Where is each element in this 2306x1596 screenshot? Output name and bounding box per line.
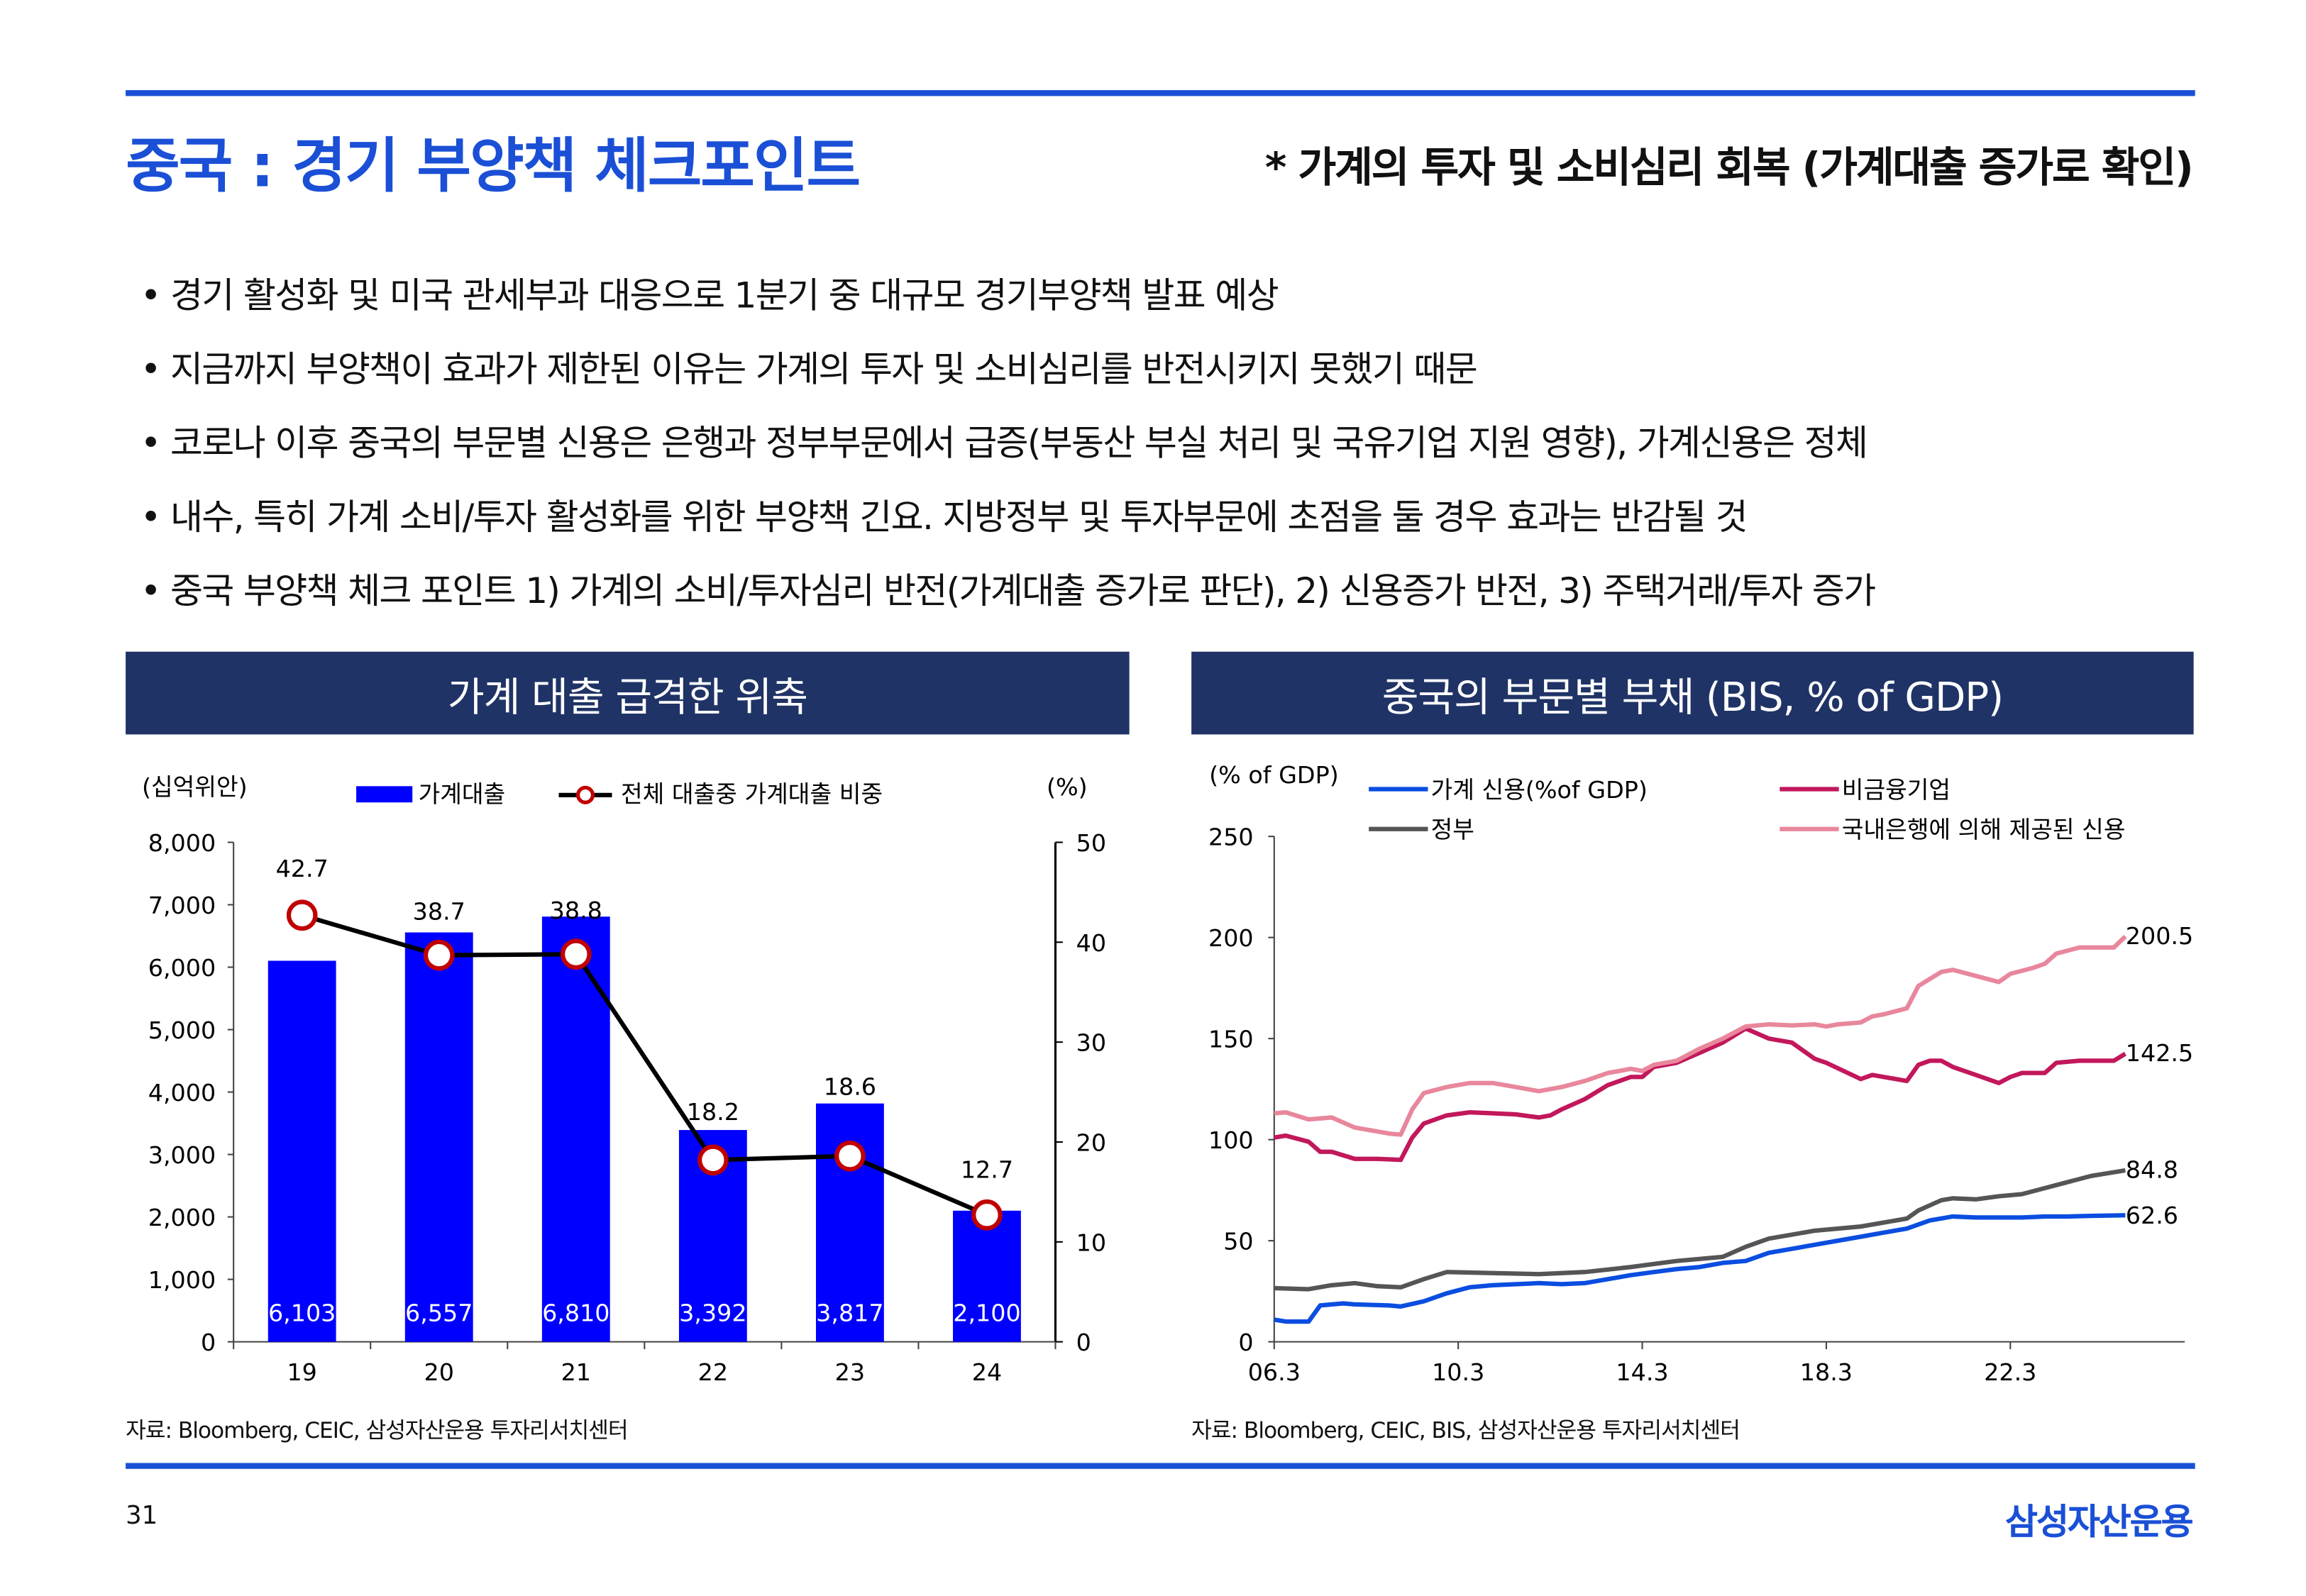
right-chart-title: 중국의 부문별 부채 (BIS, % of GDP): [1191, 651, 2194, 735]
x-tick-label: 14.3: [1616, 1358, 1668, 1386]
share-point: [286, 899, 318, 931]
bullet-item: • 코로나 이후 중국의 부문별 신용은 은행과 정부부문에서 급증(부동산 부…: [140, 422, 1868, 465]
page-title: 중국 : 경기 부양책 체크포인트: [126, 133, 861, 201]
y-tick-label: 4,000: [148, 1079, 216, 1107]
x-tick-label: 19: [287, 1358, 316, 1386]
x-tick-label: 22: [698, 1358, 728, 1386]
series-line: [1274, 1026, 2126, 1163]
bar-value-label: 6,557: [405, 1299, 473, 1326]
share-value-label: 18.6: [824, 1073, 876, 1101]
share-point: [560, 938, 592, 970]
bar-value-label: 3,817: [816, 1299, 883, 1326]
bar-value-label: 3,392: [679, 1299, 746, 1326]
share-value-label: 42.7: [276, 855, 329, 882]
bar-value-label: 6,103: [268, 1299, 336, 1326]
legend-bar-label: 가계대출: [419, 780, 506, 808]
bar-household-loans: [953, 1210, 1021, 1342]
share-line: [301, 913, 988, 1217]
right-chart-source: 자료: Bloomberg, CEIC, BIS, 삼성자산운용 투자리서치센터: [1191, 1417, 1740, 1444]
y-tick-label: 50: [1223, 1228, 1253, 1256]
bar-household-loans: [541, 916, 610, 1342]
y2-tick-label: 40: [1076, 929, 1106, 957]
y-tick-label: 5,000: [148, 1016, 216, 1044]
x-tick-label: 18.3: [1800, 1358, 1853, 1386]
y2-tick-label: 50: [1076, 829, 1106, 857]
series-line: [1274, 1168, 2126, 1292]
x-tick-label: 23: [835, 1358, 865, 1386]
legend-label: 국내은행에 의해 제공된 신용: [1842, 816, 2126, 843]
y2-tick-label: 20: [1076, 1129, 1106, 1156]
share-point: [971, 1199, 1003, 1231]
share-value-label: 38.7: [413, 898, 465, 926]
legend-label: 정부: [1431, 816, 1474, 843]
y-tick-label: 200: [1208, 924, 1254, 952]
share-point: [697, 1144, 729, 1176]
bar-value-label: 6,810: [542, 1299, 609, 1326]
series-end-label: 84.8: [2126, 1156, 2178, 1183]
x-tick-label: 10.3: [1432, 1358, 1484, 1386]
series-end-label: 200.5: [2126, 922, 2193, 950]
x-tick-label: 20: [424, 1358, 454, 1386]
legend-line-label: 전체 대출중 가계대출 비중: [621, 780, 883, 808]
left-chart-title: 가계 대출 급격한 위축: [126, 651, 1130, 735]
company-logo: 삼성자산운용: [2005, 1501, 2194, 1543]
x-tick-label: 24: [972, 1358, 1002, 1386]
x-tick-label: 22.3: [1984, 1358, 2036, 1386]
y-tick-label: 1,000: [148, 1266, 216, 1294]
x-tick-label: 21: [561, 1358, 591, 1386]
share-value-label: 12.7: [961, 1156, 1013, 1183]
y2-tick-label: 30: [1076, 1029, 1106, 1057]
share-point: [834, 1140, 866, 1172]
series-end-label: 142.5: [2126, 1039, 2193, 1067]
share-point: [423, 939, 455, 971]
bar-household-loans: [267, 960, 336, 1342]
y-tick-label: 0: [201, 1329, 216, 1356]
left-y-axis-label: (십억위안): [142, 773, 248, 801]
right-y-axis-label: (%): [1047, 773, 1088, 801]
bullet-item: • 지금까지 부양책이 효과가 제한된 이유는 가계의 투자 및 소비심리를 반…: [140, 348, 1478, 390]
share-value-label: 38.8: [550, 897, 602, 924]
y2-tick-label: 0: [1076, 1329, 1091, 1356]
y-tick-label: 6,000: [148, 954, 216, 982]
series-line: [1274, 1213, 2126, 1324]
y-tick-label: 8,000: [148, 829, 216, 857]
y-tick-label: 0: [1238, 1329, 1253, 1356]
y-tick-label: 3,000: [148, 1141, 216, 1169]
left-chart-source: 자료: Bloomberg, CEIC, 삼성자산운용 투자리서치센터: [126, 1417, 629, 1444]
series-end-label: 62.6: [2126, 1202, 2178, 1229]
right-chart-y-label: (% of GDP): [1209, 761, 1339, 789]
y-tick-label: 150: [1208, 1026, 1254, 1053]
series-line: [1274, 934, 2127, 1137]
page-subtitle: * 가계의 투자 및 소비심리 회복 (가계대출 증가로 확인): [1264, 143, 2194, 192]
bar-household-loans: [404, 932, 473, 1342]
y-tick-label: 2,000: [148, 1204, 216, 1231]
y-tick-label: 250: [1208, 824, 1254, 851]
legend-label: 가계 신용(%of GDP): [1431, 776, 1648, 804]
y2-tick-label: 10: [1076, 1229, 1106, 1256]
x-tick-label: 06.3: [1248, 1358, 1301, 1386]
top-rule: [126, 90, 2195, 96]
y-tick-label: 100: [1208, 1126, 1254, 1154]
page-number: 31: [126, 1501, 158, 1531]
bullet-item: • 경기 활성화 및 미국 관세부과 대응으로 1분기 중 대규모 경기부양책 …: [140, 275, 1279, 316]
legend-label: 비금융기업: [1842, 776, 1951, 804]
y-tick-label: 7,000: [148, 892, 216, 919]
bar-value-label: 2,100: [953, 1299, 1020, 1326]
bullet-item: • 중국 부양책 체크 포인트 1) 가계의 소비/투자심리 반전(가계대출 증…: [140, 570, 1876, 612]
share-value-label: 18.2: [687, 1098, 739, 1126]
bottom-rule: [126, 1463, 2195, 1469]
legend-marker-icon: [575, 785, 595, 804]
legend-bar-swatch: [356, 786, 413, 803]
bullet-item: • 내수, 특히 가계 소비/투자 활성화를 위한 부양책 긴요. 지방정부 및…: [140, 496, 1748, 538]
